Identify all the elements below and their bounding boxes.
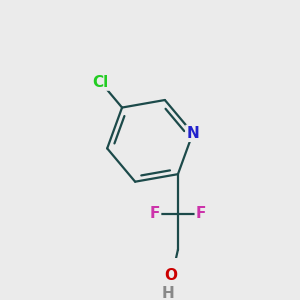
Text: F: F <box>150 206 160 221</box>
Text: O: O <box>164 268 177 283</box>
Text: H: H <box>161 286 174 300</box>
Text: F: F <box>196 206 206 221</box>
Text: Cl: Cl <box>93 75 109 90</box>
Text: N: N <box>186 126 199 141</box>
